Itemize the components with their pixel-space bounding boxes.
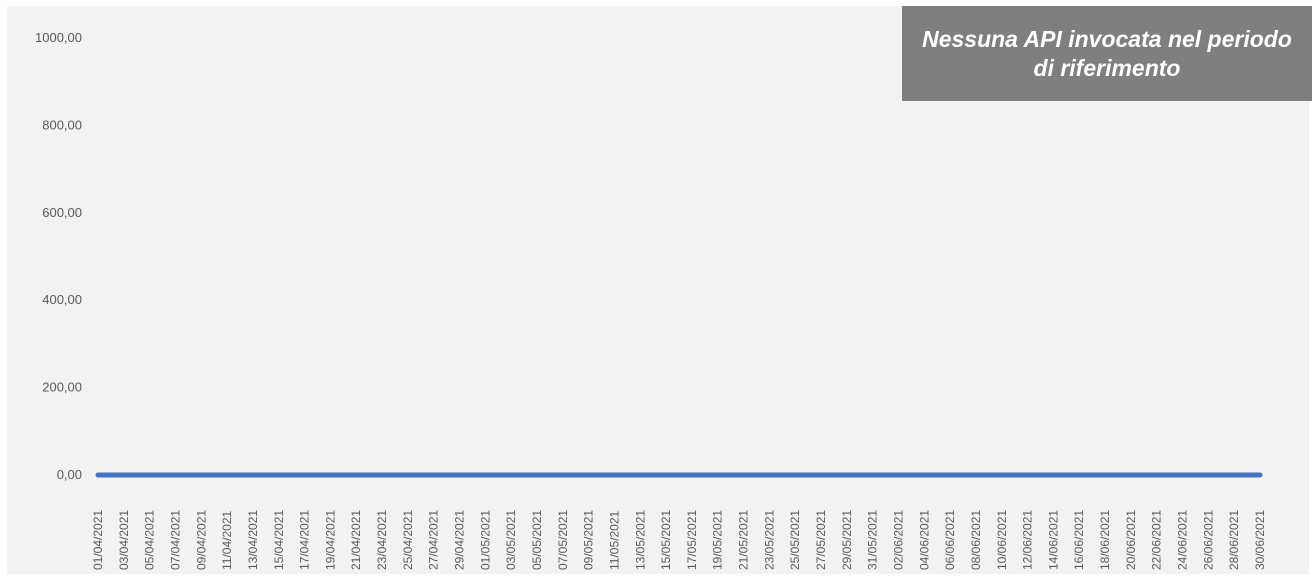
x-tick-label: 06/06/2021 [943,510,957,570]
x-tick-label: 20/06/2021 [1124,510,1138,570]
x-tick-label: 01/04/2021 [91,510,105,570]
x-tick-label: 01/05/2021 [478,510,492,570]
x-tick-label: 25/04/2021 [401,510,415,570]
x-tick-label: 11/05/2021 [607,511,621,570]
x-tick-label: 05/05/2021 [530,510,544,570]
x-tick-label: 31/05/2021 [866,510,880,570]
x-tick-label: 24/06/2021 [1176,510,1190,570]
x-tick-label: 19/04/2021 [323,510,337,570]
x-tick-label: 30/06/2021 [1253,510,1267,570]
x-tick-label: 19/05/2021 [711,510,725,570]
x-tick-label: 23/05/2021 [762,510,776,570]
x-tick-label: 27/05/2021 [814,510,828,570]
x-tick-label: 29/05/2021 [840,510,854,570]
x-tick-label: 08/06/2021 [969,510,983,570]
x-tick-label: 11/04/2021 [220,511,234,570]
y-tick-label: 1000,00 [35,30,82,45]
x-tick-label: 07/05/2021 [556,510,570,570]
y-tick-label: 600,00 [42,205,82,220]
x-tick-label: 16/06/2021 [1072,510,1086,570]
x-tick-label: 14/06/2021 [1046,510,1060,570]
x-tick-label: 28/06/2021 [1227,510,1241,570]
y-tick-label: 0,00 [57,467,82,482]
x-tick-label: 25/05/2021 [788,510,802,570]
y-tick-label: 400,00 [42,292,82,307]
x-tick-label: 13/05/2021 [633,510,647,570]
x-tick-label: 15/05/2021 [659,510,673,570]
x-tick-label: 07/04/2021 [168,510,182,570]
no-data-notice: Nessuna API invocata nel periodo di rife… [902,6,1312,101]
x-tick-label: 12/06/2021 [1021,510,1035,570]
x-tick-label: 18/06/2021 [1098,510,1112,570]
x-tick-label: 05/04/2021 [143,510,157,570]
x-tick-label: 17/05/2021 [685,510,699,570]
x-tick-label: 29/04/2021 [453,510,467,570]
x-tick-label: 23/04/2021 [375,510,389,570]
x-tick-label: 21/04/2021 [349,510,363,570]
x-tick-label: 10/06/2021 [995,510,1009,570]
x-tick-label: 15/04/2021 [272,510,286,570]
x-tick-label: 22/06/2021 [1150,510,1164,570]
x-tick-label: 03/05/2021 [504,510,518,570]
x-tick-label: 27/04/2021 [427,510,441,570]
x-tick-label: 17/04/2021 [298,510,312,570]
x-tick-label: 09/05/2021 [582,510,596,570]
y-tick-label: 200,00 [42,380,82,395]
x-tick-label: 13/04/2021 [246,510,260,570]
x-tick-label: 21/05/2021 [737,510,751,570]
x-tick-label: 04/06/2021 [917,510,931,570]
x-tick-label: 09/04/2021 [194,510,208,570]
y-tick-label: 800,00 [42,117,82,132]
x-tick-label: 03/04/2021 [117,510,131,570]
x-tick-label: 02/06/2021 [891,510,905,570]
x-tick-label: 26/06/2021 [1201,510,1215,570]
